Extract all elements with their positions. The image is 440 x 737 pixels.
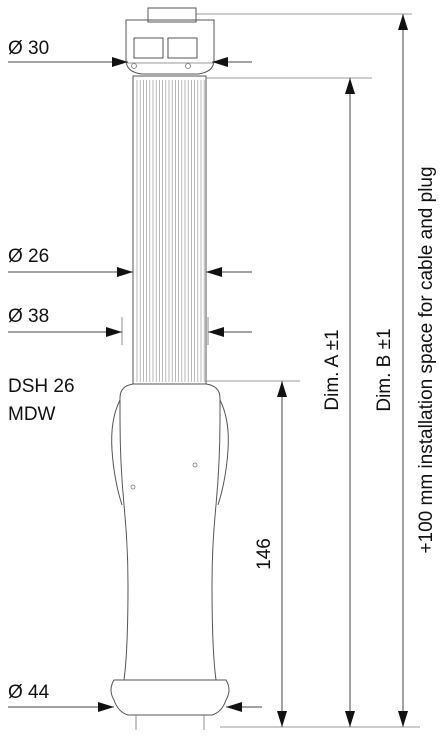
connector-cap [126, 8, 214, 74]
installation-note: +100 mm installation space for cable and… [416, 166, 437, 553]
dia-44-label: Ø 44 [8, 682, 50, 703]
dim-146: 146 [254, 381, 287, 727]
finned-tube [133, 76, 206, 384]
dim-a: Dim. A ±1 [322, 78, 355, 727]
dim-diameter-44: Ø 44 [8, 682, 262, 712]
model-line-1: DSH 26 [8, 376, 75, 397]
dim-diameter-38: Ø 38 [8, 306, 252, 337]
dia-38-label: Ø 38 [8, 306, 49, 327]
dia-30-label: Ø 30 [8, 38, 49, 59]
handle [111, 384, 229, 730]
dim-146-label: 146 [254, 538, 275, 570]
dim-diameter-26: Ø 26 [8, 246, 252, 277]
dia-26-label: Ø 26 [8, 246, 49, 267]
dim-b: Dim. B ±1 [374, 14, 408, 727]
dim-a-label: Dim. A ±1 [322, 329, 343, 410]
dim-b-label: Dim. B ±1 [374, 328, 395, 411]
tube-fins [137, 80, 204, 382]
model-line-2: MDW [8, 404, 56, 425]
